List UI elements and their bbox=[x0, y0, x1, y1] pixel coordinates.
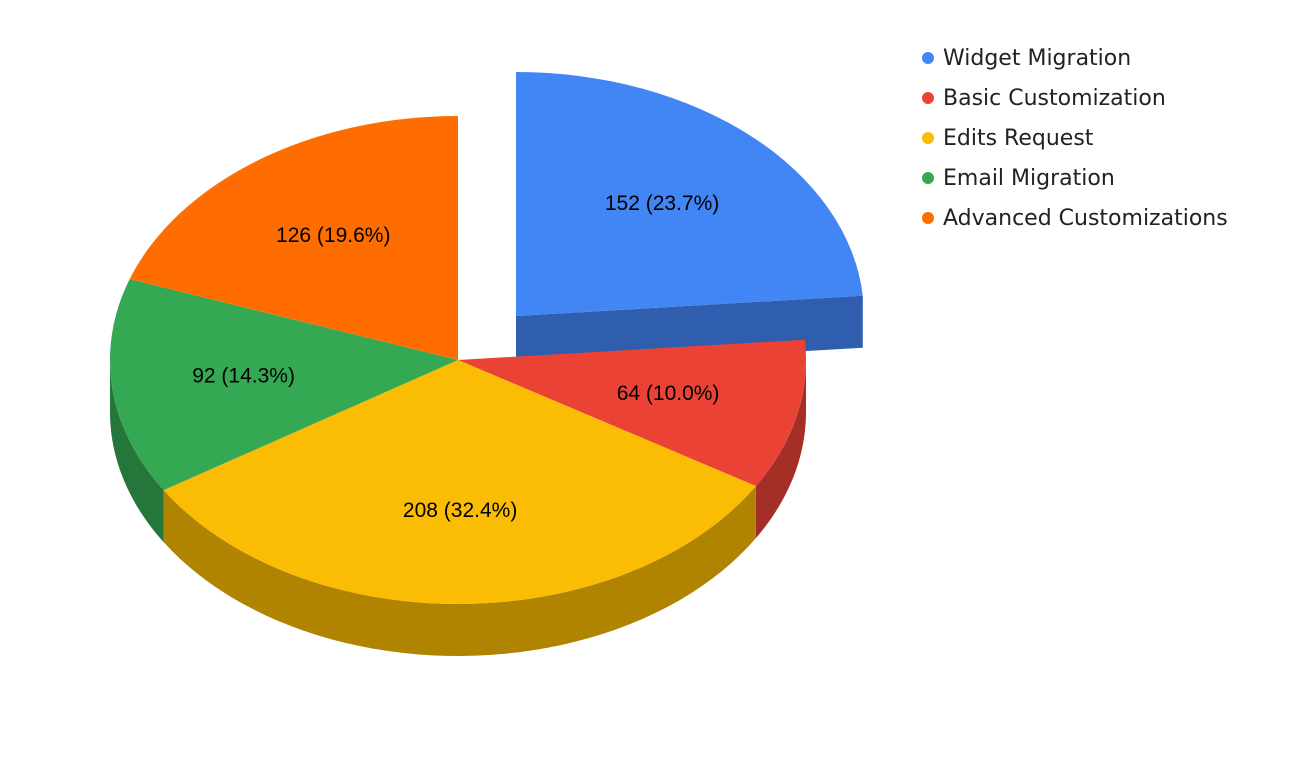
pie-labels: 152 (23.7%) 64 (10.0%) 208 (32.4%) 92 (14.3… bbox=[192, 192, 719, 522]
pie-slice-edits-request[interactable] bbox=[163, 360, 756, 604]
legend-item-edits-request[interactable]: Edits Request bbox=[922, 118, 1228, 158]
legend-swatch bbox=[922, 212, 934, 224]
pie-tops bbox=[110, 72, 863, 604]
slice-label-basic-customization: 64 (10.0%) bbox=[617, 382, 720, 405]
legend-swatch bbox=[922, 52, 934, 64]
pie-slice-email-migration[interactable] bbox=[110, 279, 459, 491]
slice-label-widget-migration: 152 (23.7%) bbox=[605, 192, 719, 215]
legend-swatch bbox=[922, 132, 934, 144]
legend-label: Widget Migration bbox=[943, 45, 1132, 71]
legend-swatch bbox=[922, 92, 934, 104]
legend-label: Advanced Customizations bbox=[943, 205, 1228, 231]
legend-item-email-migration[interactable]: Email Migration bbox=[922, 158, 1228, 198]
legend-swatch bbox=[922, 172, 934, 184]
legend-label: Email Migration bbox=[943, 165, 1115, 191]
pie-side-email-migration bbox=[110, 360, 164, 543]
legend-item-advanced-customizations[interactable]: Advanced Customizations bbox=[922, 198, 1228, 238]
pie-side-edits-request bbox=[163, 486, 756, 656]
legend-item-widget-migration[interactable]: Widget Migration bbox=[922, 38, 1228, 78]
pie-slice-basic-customization[interactable] bbox=[458, 339, 806, 487]
legend-item-basic-customization[interactable]: Basic Customization bbox=[922, 78, 1228, 118]
pie-slice-widget-migration[interactable] bbox=[516, 72, 863, 316]
legend-label: Basic Customization bbox=[943, 85, 1166, 111]
legend-label: Edits Request bbox=[943, 125, 1094, 151]
slice-label-edits-request: 208 (32.4%) bbox=[403, 499, 517, 522]
chart-legend: Widget Migration Basic Customization Edi… bbox=[922, 38, 1228, 238]
pie-slice-advanced-customizations[interactable] bbox=[129, 116, 459, 360]
slice-label-advanced-customizations: 126 (19.6%) bbox=[276, 224, 390, 247]
slice-label-email-migration: 92 (14.3%) bbox=[192, 365, 295, 388]
pie-side-basic-customization bbox=[755, 360, 806, 539]
